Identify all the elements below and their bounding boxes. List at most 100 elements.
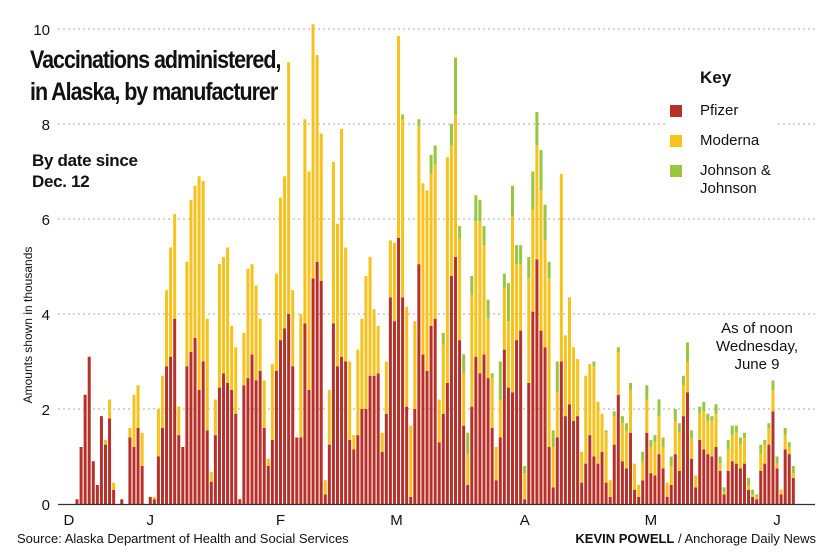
bar-moderna — [258, 318, 262, 371]
bar-moderna — [437, 399, 441, 443]
bar-pfizer — [140, 466, 144, 504]
bar-moderna — [254, 285, 258, 381]
bar-johnson-johnson — [527, 257, 531, 279]
bar-pfizer — [751, 496, 755, 504]
bar-pfizer — [645, 432, 649, 504]
bar-moderna — [519, 264, 523, 331]
x-tick-label: J — [773, 512, 781, 529]
bar-moderna — [547, 278, 551, 447]
bar-johnson-johnson — [677, 423, 681, 433]
bar-pfizer — [323, 494, 327, 504]
bar-moderna — [718, 463, 722, 471]
x-tick-label: D — [63, 512, 74, 529]
bar-moderna — [112, 482, 116, 490]
bar-pfizer — [616, 394, 620, 504]
bar-pfizer — [698, 439, 702, 504]
bar-moderna — [201, 181, 205, 362]
bar-pfizer — [470, 406, 474, 504]
bar-moderna — [376, 325, 380, 374]
bar-johnson-johnson — [649, 439, 653, 447]
bar-pfizer — [226, 382, 230, 504]
bar-johnson-johnson — [698, 406, 702, 414]
bar-pfizer — [519, 330, 523, 504]
bar-johnson-johnson — [702, 401, 706, 412]
bar-pfizer — [99, 416, 103, 504]
bar-pfizer — [409, 496, 413, 504]
bar-johnson-johnson — [470, 276, 474, 295]
legend-item-moderna: Moderna — [670, 132, 771, 150]
bar-johnson-johnson — [543, 204, 547, 241]
bar-moderna — [177, 406, 181, 436]
bar-johnson-johnson — [462, 354, 466, 374]
bar-moderna — [771, 390, 775, 412]
bar-moderna — [287, 62, 291, 314]
bar-moderna — [226, 247, 230, 383]
bar-moderna — [348, 361, 352, 440]
bar-moderna — [592, 366, 596, 457]
bar-pfizer — [706, 454, 710, 504]
bar-moderna — [726, 449, 730, 471]
bar-pfizer — [686, 392, 689, 504]
bar-pfizer — [563, 416, 567, 504]
bar-moderna — [234, 347, 238, 414]
bar-pfizer — [498, 437, 502, 504]
x-tick-label: M — [390, 512, 403, 529]
bar-pfizer — [742, 463, 746, 504]
bar-moderna — [710, 420, 714, 457]
bar-moderna — [775, 463, 779, 469]
legend-label: Pfizer — [700, 102, 739, 119]
bar-moderna — [681, 385, 685, 417]
bar-pfizer — [213, 435, 217, 504]
bar-moderna — [596, 401, 600, 464]
bar-moderna — [384, 361, 388, 414]
bar-pfizer — [649, 473, 653, 504]
bar-pfizer — [242, 385, 246, 504]
bar-moderna — [714, 413, 718, 447]
bar-pfizer — [710, 456, 714, 504]
note-line-3: June 9 — [734, 356, 780, 373]
bar-moderna — [702, 411, 706, 450]
bar-pfizer — [348, 439, 352, 504]
chart-title: Vaccinations administered, in Alaska, by… — [30, 44, 281, 108]
bar-moderna — [755, 496, 759, 500]
bar-pfizer — [380, 451, 384, 504]
bar-moderna — [250, 264, 254, 355]
bar-pfizer — [83, 394, 87, 504]
bar-pfizer — [486, 378, 490, 504]
bar-pfizer — [270, 439, 274, 504]
bar-moderna — [205, 318, 209, 431]
bar-moderna — [303, 119, 307, 324]
bar-moderna — [270, 363, 274, 440]
bar-moderna — [103, 439, 107, 445]
bar-pfizer — [401, 297, 405, 504]
bar-pfizer — [775, 468, 779, 504]
bar-pfizer — [201, 361, 205, 504]
bar-pfizer — [641, 480, 645, 504]
bar-johnson-johnson — [718, 456, 722, 464]
bar-pfizer — [657, 454, 661, 504]
bar-moderna — [274, 273, 278, 371]
bar-moderna — [173, 214, 177, 319]
bar-johnson-johnson — [755, 494, 759, 497]
bar-pfizer — [604, 482, 608, 504]
bar-pfizer — [344, 361, 348, 504]
note-line-1: As of noon — [721, 320, 793, 337]
bar-johnson-johnson — [742, 432, 746, 438]
bar-pfizer — [283, 328, 287, 504]
bar-pfizer — [510, 392, 514, 504]
x-tick-label: A — [520, 512, 530, 529]
legend: Key Pfizer Moderna Johnson & Johnson — [666, 68, 775, 210]
bar-johnson-johnson — [535, 112, 539, 146]
bar-johnson-johnson — [515, 245, 519, 265]
bar-pfizer — [535, 259, 539, 504]
bar-moderna — [388, 240, 392, 298]
date-annotation: As of noon Wednesday, June 9 — [716, 320, 798, 374]
bar-moderna — [156, 409, 160, 457]
bar-pfizer — [392, 321, 396, 504]
title-line-2: in Alaska, by manufacturer — [30, 78, 278, 106]
bar-johnson-johnson — [763, 439, 767, 445]
bar-pfizer — [307, 390, 311, 504]
bar-pfizer — [677, 470, 681, 504]
bar-pfizer — [165, 366, 169, 504]
bar-moderna — [588, 363, 592, 436]
